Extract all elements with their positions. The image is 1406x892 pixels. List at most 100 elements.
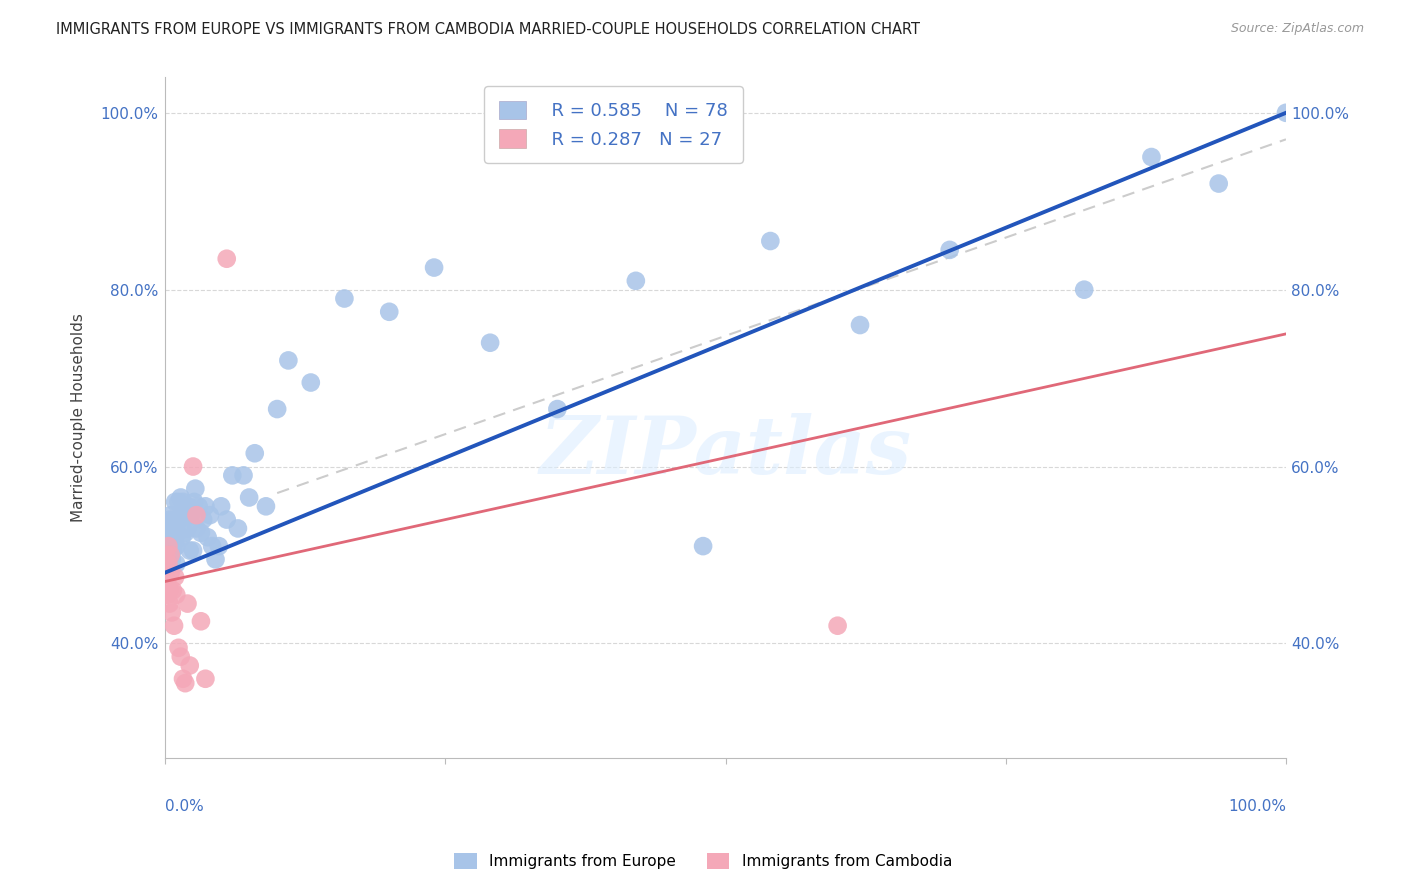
Point: [186, 521, 208, 535]
Point: [155, 548, 177, 562]
Point: [177, 500, 200, 514]
Point: [232, 468, 254, 483]
Point: [157, 521, 180, 535]
Point: [156, 574, 179, 589]
Point: [159, 566, 181, 580]
Point: [156, 530, 179, 544]
Point: [172, 495, 194, 509]
Point: [170, 491, 193, 505]
Point: [190, 615, 212, 629]
Point: [165, 570, 187, 584]
Legend:   R = 0.585    N = 78,   R = 0.287   N = 27: R = 0.585 N = 78, R = 0.287 N = 27: [484, 87, 742, 163]
Point: [156, 588, 179, 602]
Point: [160, 606, 183, 620]
Point: [162, 583, 184, 598]
Point: [157, 557, 180, 571]
Legend: Immigrants from Europe, Immigrants from Cambodia: Immigrants from Europe, Immigrants from …: [449, 847, 957, 875]
Point: [170, 530, 193, 544]
Point: [179, 658, 201, 673]
Point: [176, 597, 198, 611]
Point: [181, 543, 204, 558]
Text: 0.0%: 0.0%: [165, 799, 204, 814]
Point: [176, 521, 198, 535]
Point: [184, 482, 207, 496]
Point: [938, 243, 960, 257]
Point: [155, 539, 177, 553]
Point: [254, 500, 277, 514]
Point: [159, 525, 181, 540]
Point: [180, 508, 202, 523]
Point: [849, 318, 872, 332]
Point: [546, 402, 568, 417]
Point: [243, 446, 266, 460]
Point: [159, 548, 181, 562]
Point: [221, 468, 243, 483]
Point: [378, 305, 401, 319]
Point: [179, 543, 201, 558]
Point: [201, 539, 224, 553]
Point: [173, 508, 195, 523]
Point: [163, 618, 186, 632]
Point: [187, 500, 209, 514]
Point: [208, 539, 231, 553]
Point: [167, 495, 190, 509]
Point: [163, 534, 186, 549]
Point: [162, 530, 184, 544]
Point: [160, 539, 183, 553]
Point: [159, 539, 181, 553]
Point: [333, 292, 356, 306]
Point: [159, 583, 181, 598]
Point: [166, 525, 188, 540]
Point: [1208, 177, 1230, 191]
Point: [190, 525, 212, 540]
Point: [299, 376, 322, 390]
Text: ZIPatlas: ZIPatlas: [540, 413, 911, 491]
Y-axis label: Married-couple Households: Married-couple Households: [72, 313, 86, 523]
Point: [194, 672, 217, 686]
Point: [165, 588, 187, 602]
Point: [159, 525, 181, 540]
Point: [170, 649, 193, 664]
Point: [624, 274, 647, 288]
Point: [156, 543, 179, 558]
Point: [157, 557, 180, 571]
Point: [156, 516, 179, 531]
Point: [209, 500, 232, 514]
Point: [193, 512, 215, 526]
Point: [159, 597, 181, 611]
Point: [165, 495, 187, 509]
Point: [186, 508, 208, 523]
Point: [172, 672, 194, 686]
Point: [827, 618, 849, 632]
Point: [181, 459, 204, 474]
Point: [226, 521, 249, 535]
Point: [157, 539, 180, 553]
Point: [155, 525, 177, 540]
Point: [266, 402, 288, 417]
Point: [157, 530, 180, 544]
Point: [163, 512, 186, 526]
Point: [159, 508, 181, 523]
Point: [160, 521, 183, 535]
Point: [174, 676, 197, 690]
Point: [183, 495, 205, 509]
Text: 100.0%: 100.0%: [1227, 799, 1286, 814]
Point: [167, 640, 190, 655]
Point: [692, 539, 714, 553]
Point: [165, 557, 187, 571]
Point: [176, 508, 198, 523]
Point: [197, 530, 219, 544]
Text: Source: ZipAtlas.com: Source: ZipAtlas.com: [1230, 22, 1364, 36]
Point: [215, 252, 238, 266]
Point: [162, 543, 184, 558]
Point: [159, 534, 181, 549]
Point: [204, 552, 226, 566]
Point: [1140, 150, 1163, 164]
Point: [277, 353, 299, 368]
Point: [159, 512, 181, 526]
Point: [479, 335, 502, 350]
Point: [159, 548, 181, 562]
Point: [238, 491, 260, 505]
Point: [194, 500, 217, 514]
Text: IMMIGRANTS FROM EUROPE VS IMMIGRANTS FROM CAMBODIA MARRIED-COUPLE HOUSEHOLDS COR: IMMIGRANTS FROM EUROPE VS IMMIGRANTS FRO…: [56, 22, 921, 37]
